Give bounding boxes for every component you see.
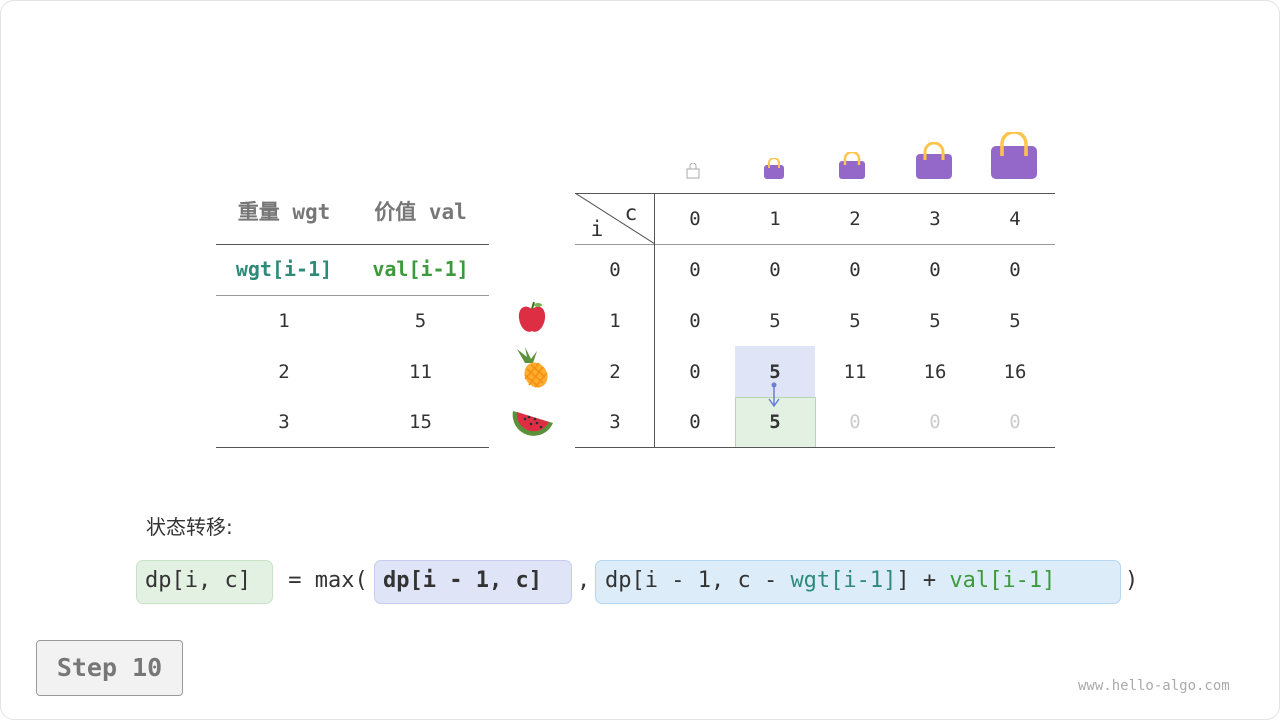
val-cell: 15 bbox=[409, 411, 432, 433]
dp-cell: 5 bbox=[1009, 310, 1021, 332]
apple-icon bbox=[518, 301, 546, 332]
divider bbox=[575, 193, 1055, 194]
pineapple-icon bbox=[517, 347, 548, 388]
dp-cell: 0 bbox=[689, 361, 701, 383]
dp-cell: 11 bbox=[843, 361, 867, 383]
formula-close: ) bbox=[1125, 568, 1139, 593]
dp-cell: 5 bbox=[929, 310, 941, 332]
row-header: 1 bbox=[609, 310, 621, 332]
corner-c: c bbox=[624, 201, 638, 225]
col-header: 1 bbox=[769, 208, 781, 230]
subheader-wgt: wgt[i-1] bbox=[235, 257, 333, 281]
col-header: 3 bbox=[929, 208, 941, 230]
dp-cell: 5 bbox=[849, 310, 861, 332]
dp-cell: 16 bbox=[923, 361, 947, 383]
formula-eq: = max( bbox=[275, 568, 368, 593]
dp-cell: 0 bbox=[769, 259, 781, 281]
dp-cell: 0 bbox=[689, 411, 701, 433]
transition-label: 状态转移: bbox=[146, 515, 233, 539]
dp-cell: 0 bbox=[1009, 259, 1021, 281]
dp-cell: 0 bbox=[689, 310, 701, 332]
divider bbox=[216, 295, 489, 296]
row-header: 3 bbox=[609, 411, 621, 433]
bag-icon-0 bbox=[686, 163, 700, 179]
formula-arg1: dp[i - 1, c] bbox=[383, 568, 542, 593]
lhs-box bbox=[136, 560, 273, 604]
arg2-box bbox=[595, 560, 1121, 604]
dp-cell: 5 bbox=[769, 361, 781, 383]
subheader-val: val[i-1] bbox=[372, 257, 469, 281]
watermelon-icon bbox=[512, 411, 553, 436]
dp-cell: 16 bbox=[1003, 361, 1027, 383]
header-val: 价值 val bbox=[374, 200, 467, 224]
arg2-val: val[i-1] bbox=[949, 568, 1056, 593]
corner-diagonal bbox=[575, 193, 655, 244]
dp-cell: 0 bbox=[689, 259, 701, 281]
divider bbox=[216, 447, 489, 448]
bag-icon-3 bbox=[916, 142, 952, 179]
wgt-cell: 1 bbox=[278, 310, 290, 332]
dp-cell: 0 bbox=[849, 411, 861, 433]
formula-comma: , bbox=[577, 568, 591, 593]
formula-arg2: dp[i - 1, c - wgt[i-1]] + val[i-1] bbox=[605, 569, 1055, 593]
col-header: 4 bbox=[1009, 208, 1021, 230]
arg2-a: dp[i - 1, c - bbox=[605, 568, 791, 593]
corner-i: i bbox=[590, 217, 604, 241]
wgt-cell: 3 bbox=[278, 411, 290, 433]
arg2-wgt: wgt[i-1] bbox=[790, 568, 897, 593]
highlight-prev-cell bbox=[735, 346, 815, 397]
divider bbox=[654, 193, 655, 447]
divider bbox=[575, 244, 1055, 245]
row-header: 0 bbox=[609, 259, 621, 281]
bag-icon-2 bbox=[839, 152, 865, 179]
arg2-b: ] + bbox=[896, 568, 950, 593]
divider bbox=[216, 244, 489, 245]
header-wgt: 重量 wgt bbox=[237, 200, 331, 224]
dp-cell: 0 bbox=[929, 411, 941, 433]
val-cell: 5 bbox=[414, 310, 427, 332]
divider bbox=[575, 447, 1055, 448]
step-button[interactable]: Step 10 bbox=[36, 640, 183, 696]
col-header: 0 bbox=[689, 208, 701, 230]
wgt-cell: 2 bbox=[278, 361, 290, 383]
arg1-box bbox=[374, 560, 572, 604]
dp-cell: 0 bbox=[929, 259, 941, 281]
bag-icon-1 bbox=[764, 158, 784, 179]
dp-cell: 0 bbox=[849, 259, 861, 281]
watermark: www.hello-algo.com bbox=[1078, 678, 1230, 694]
formula-lhs: dp[i, c] bbox=[145, 568, 251, 593]
dp-cell: 5 bbox=[769, 310, 781, 332]
dp-cell: 5 bbox=[769, 411, 781, 433]
val-cell: 11 bbox=[409, 361, 432, 383]
row-header: 2 bbox=[609, 361, 621, 383]
bag-icon-4 bbox=[991, 132, 1037, 179]
col-header: 2 bbox=[849, 208, 861, 230]
arrow-down-icon bbox=[768, 382, 780, 408]
dp-cell: 0 bbox=[1009, 411, 1021, 433]
